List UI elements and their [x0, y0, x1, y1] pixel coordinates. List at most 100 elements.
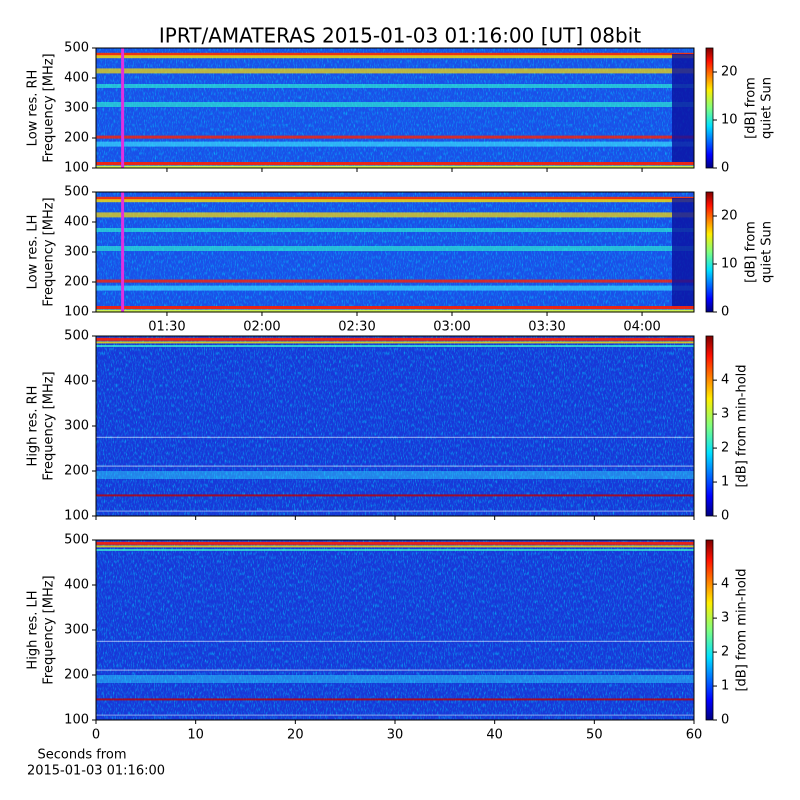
y-axis-label: High res. RH	[26, 386, 41, 467]
spectrogram-noise	[96, 48, 694, 168]
y-tick-label: 100	[64, 509, 89, 524]
spectrogram	[96, 540, 694, 720]
spectrogram-band	[96, 714, 694, 716]
y-tick-label: 300	[64, 419, 89, 434]
spectrogram-band	[96, 285, 694, 291]
colorbar-tick-label: 2	[721, 645, 729, 660]
spectrogram-band	[96, 698, 694, 701]
y-tick-label: 500	[64, 185, 89, 200]
spectrogram-band	[96, 669, 694, 671]
colorbar-tick-label: 2	[721, 441, 729, 456]
x-axis-label: Seconds from	[37, 748, 126, 763]
colorbar-tick-label: 3	[721, 407, 729, 422]
spectrogram-band	[96, 510, 694, 512]
colorbar-tick-label: 4	[721, 577, 729, 592]
spectrogram-band	[96, 541, 694, 545]
spectrogram-band	[96, 196, 694, 200]
spectrogram-band	[96, 640, 694, 642]
spectrogram-noise	[96, 336, 694, 516]
y-tick-label: 500	[64, 533, 89, 548]
spectrogram-band	[96, 436, 694, 438]
colorbar-label: quiet Sun	[760, 77, 775, 139]
colorbar-tick-label: 20	[721, 65, 738, 80]
spectrogram-gap	[672, 198, 694, 306]
colorbar	[705, 539, 714, 721]
spectrogram-band	[96, 549, 694, 551]
colorbar-label: [dB] from min-hold	[735, 568, 750, 691]
y-tick-label: 200	[64, 668, 89, 683]
spectrogram-band	[96, 471, 694, 479]
x-tick-label: 10	[187, 728, 204, 743]
spectrogram-band	[96, 102, 694, 107]
y-tick-label: 300	[64, 623, 89, 638]
y-tick-label: 500	[64, 41, 89, 56]
x-tick-label: 20	[287, 728, 304, 743]
spectrogram-band	[96, 279, 694, 283]
colorbar-tick-label: 0	[721, 713, 729, 728]
y-tick-label: 300	[64, 245, 89, 260]
spectrogram-band	[96, 545, 694, 548]
colorbar-tick-label: 1	[721, 679, 729, 694]
spectrogram-band	[96, 162, 694, 165]
spectrogram-band	[96, 675, 694, 683]
spectrogram-noise	[96, 540, 694, 720]
spectrogram-band	[96, 55, 694, 59]
colorbar	[705, 191, 714, 313]
y-axis-label: Frequency [MHz]	[42, 371, 57, 480]
colorbar-tick-label: 1	[721, 475, 729, 490]
spectrogram-band	[96, 135, 694, 139]
y-axis-label: Frequency [MHz]	[42, 575, 57, 684]
spectrogram-band	[96, 309, 694, 313]
x-tick-label: 60	[686, 728, 703, 743]
spectrogram-band	[96, 465, 694, 467]
spectrogram-band	[96, 337, 694, 341]
y-tick-label: 300	[64, 101, 89, 116]
spectrogram-band	[96, 494, 694, 497]
x-tick-label: 01:30	[148, 320, 185, 335]
colorbar-tick-label: 10	[721, 257, 738, 272]
y-axis-label: High res. LH	[26, 590, 41, 669]
x-tick-label: 0	[92, 728, 100, 743]
colorbar	[705, 335, 714, 517]
spectrogram-gap	[672, 54, 694, 162]
spectrogram-band	[96, 341, 694, 344]
spectrogram-band	[96, 84, 694, 88]
y-tick-label: 400	[64, 71, 89, 86]
colorbar-tick-label: 3	[721, 611, 729, 626]
y-tick-label: 500	[64, 329, 89, 344]
x-tick-label: 03:30	[528, 320, 565, 335]
spectrogram-band	[96, 246, 694, 251]
spectrogram-band	[96, 52, 694, 56]
colorbar-tick-label: 4	[721, 373, 729, 388]
y-tick-label: 100	[64, 305, 89, 320]
spectrogram-noise	[96, 192, 694, 312]
x-tick-label: 03:00	[433, 320, 470, 335]
colorbar-tick-label: 0	[721, 305, 729, 320]
spectrogram-band	[96, 345, 694, 347]
x-tick-label: 02:30	[338, 320, 375, 335]
y-tick-label: 400	[64, 578, 89, 593]
y-axis-label: Low res. LH	[26, 215, 41, 290]
y-axis-label: Frequency [MHz]	[42, 53, 57, 162]
spectrogram-band	[96, 306, 694, 309]
spectrogram-band	[96, 212, 694, 218]
colorbar-label: quiet Sun	[760, 221, 775, 283]
x-axis-label: 2015-01-03 01:16:00	[27, 764, 165, 779]
spectrogram	[96, 192, 694, 313]
colorbar-label: [dB] from min-hold	[735, 364, 750, 487]
spectrogram	[96, 48, 694, 169]
y-axis-label: Low res. RH	[26, 70, 41, 147]
y-axis-label: Frequency [MHz]	[42, 197, 57, 306]
spectrogram-band	[96, 165, 694, 169]
spectrogram	[96, 336, 694, 516]
x-tick-label: 40	[486, 728, 503, 743]
y-tick-label: 400	[64, 215, 89, 230]
x-tick-label: 30	[387, 728, 404, 743]
x-tick-label: 50	[586, 728, 603, 743]
colorbar-tick-label: 10	[721, 113, 738, 128]
y-tick-label: 200	[64, 464, 89, 479]
colorbar-tick-label: 0	[721, 161, 729, 176]
y-tick-label: 200	[64, 275, 89, 290]
x-tick-label: 02:00	[243, 320, 280, 335]
